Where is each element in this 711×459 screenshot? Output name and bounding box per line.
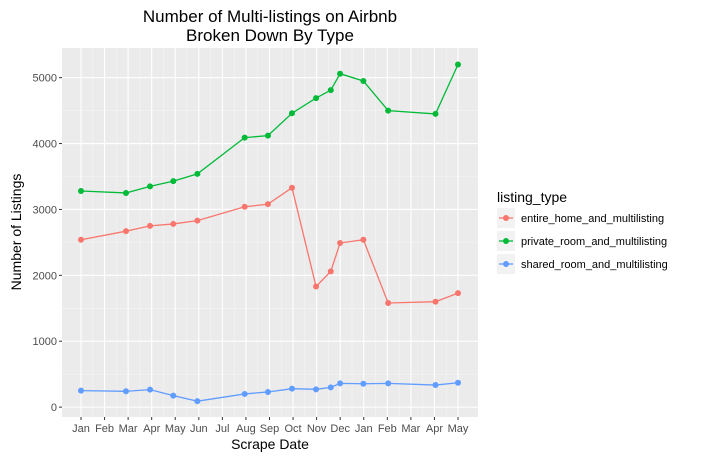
data-point	[337, 240, 344, 247]
x-axis-title: Scrape Date	[231, 436, 309, 452]
data-point	[455, 290, 461, 297]
data-point	[264, 388, 271, 395]
x-tick-label: Jan	[355, 423, 373, 435]
data-point	[360, 236, 367, 243]
data-point	[360, 380, 367, 387]
x-tick-label: Jun	[190, 423, 208, 435]
x-axis: Jan Feb Mar Apr May Jun Jul Aug Sep Oct Nov Dec Jan F…	[72, 417, 469, 435]
grid-major	[62, 48, 478, 417]
x-tick-label: Jan	[72, 423, 90, 435]
x-tick-label: Feb	[378, 423, 397, 435]
data-point	[122, 228, 129, 235]
x-tick-label: Sep	[260, 423, 280, 435]
legend-label: shared_room_and_multilisting	[521, 259, 668, 271]
data-point	[147, 183, 154, 190]
grid-minor	[62, 48, 478, 417]
data-point	[455, 61, 461, 68]
y-axis: 0 1000 2000 3000 4000 5000	[33, 73, 62, 414]
legend-key-point	[503, 261, 509, 267]
y-tick-label: 3000	[33, 204, 57, 216]
x-tick-label: May	[448, 423, 469, 435]
x-tick-label: Mar	[119, 423, 138, 435]
x-tick-label: May	[165, 423, 186, 435]
data-point	[313, 95, 320, 102]
x-tick-label: Apr	[143, 423, 160, 435]
y-tick-label: 0	[51, 402, 57, 414]
data-point	[385, 380, 392, 387]
data-point	[170, 178, 177, 185]
data-point	[78, 236, 84, 243]
data-point	[327, 384, 334, 391]
data-point	[194, 170, 201, 177]
legend: listing_type entire_home_and_multilistin…	[497, 189, 668, 274]
data-point	[122, 189, 129, 196]
legend-title: listing_type	[497, 189, 567, 205]
x-tick-label: Oct	[285, 423, 302, 435]
data-point	[194, 217, 201, 224]
data-point	[170, 220, 177, 227]
data-point	[78, 387, 84, 394]
x-tick-label: Mar	[401, 423, 420, 435]
data-point	[147, 386, 154, 393]
data-point	[147, 222, 154, 229]
data-point	[264, 132, 271, 139]
x-tick-label: Feb	[95, 423, 114, 435]
y-tick-label: 4000	[33, 139, 57, 151]
data-point	[288, 110, 295, 117]
data-point	[288, 184, 295, 191]
data-point	[360, 77, 367, 84]
legend-label: entire_home_and_multilisting	[521, 213, 664, 225]
series-points	[78, 61, 461, 405]
data-point	[432, 298, 439, 305]
x-tick-label: Aug	[236, 423, 256, 435]
data-point	[313, 386, 320, 393]
data-point	[337, 70, 344, 77]
data-point	[194, 398, 201, 405]
data-point	[313, 283, 320, 290]
data-point	[337, 380, 344, 387]
y-tick-label: 1000	[33, 336, 57, 348]
legend-key-point	[503, 215, 509, 221]
data-point	[288, 385, 295, 392]
data-point	[327, 268, 334, 275]
data-point	[385, 107, 392, 114]
data-point	[264, 201, 271, 208]
x-tick-label: Dec	[330, 423, 350, 435]
data-point	[327, 87, 334, 94]
x-tick-label: Nov	[307, 423, 327, 435]
chart-title: Number of Multi-listings on Airbnb	[143, 7, 397, 26]
y-tick-label: 2000	[33, 270, 57, 282]
data-point	[432, 382, 439, 389]
x-tick-label: Jul	[215, 423, 229, 435]
x-tick-label: Apr	[426, 423, 443, 435]
data-point	[122, 388, 129, 395]
data-point	[241, 390, 248, 397]
y-tick-label: 5000	[33, 73, 57, 85]
y-axis-title: Number of Listings	[8, 174, 24, 291]
chart-subtitle: Broken Down By Type	[186, 26, 354, 45]
legend-label: private_room_and_multilisting	[521, 236, 667, 248]
data-point	[78, 187, 84, 194]
data-point	[241, 203, 248, 210]
data-point	[170, 392, 177, 399]
legend-key-point	[503, 238, 509, 244]
data-point	[432, 110, 439, 117]
data-point	[241, 134, 248, 141]
data-point	[455, 379, 461, 386]
data-point	[385, 300, 392, 307]
